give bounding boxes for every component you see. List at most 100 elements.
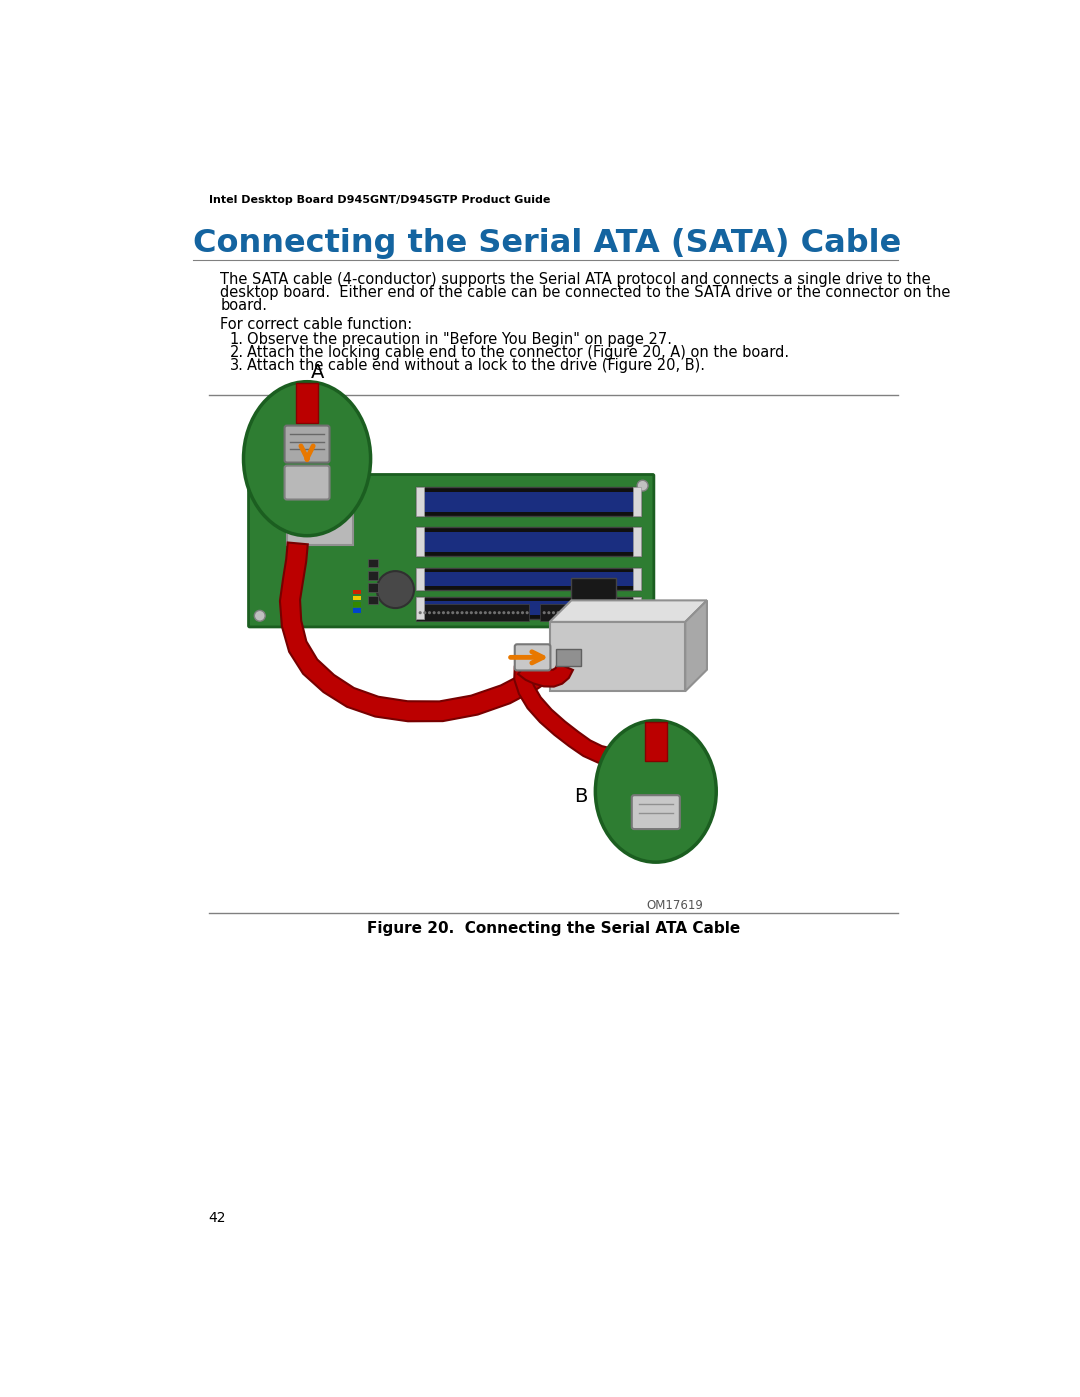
Circle shape: [488, 610, 491, 615]
Bar: [645, 722, 666, 760]
Bar: [420, 532, 637, 552]
Bar: [633, 527, 642, 556]
Circle shape: [526, 610, 529, 615]
Bar: [556, 648, 581, 666]
Circle shape: [502, 610, 505, 615]
Bar: [416, 527, 424, 556]
Bar: [416, 598, 642, 619]
Circle shape: [562, 610, 565, 615]
Text: For correct cable function:: For correct cable function:: [220, 317, 413, 332]
Circle shape: [484, 610, 487, 615]
Circle shape: [507, 610, 510, 615]
Bar: [296, 383, 318, 423]
Text: The SATA cable (4-conductor) supports the Serial ATA protocol and connects a sin: The SATA cable (4-conductor) supports th…: [220, 271, 931, 286]
Bar: [540, 605, 595, 622]
Text: B: B: [573, 788, 588, 806]
FancyBboxPatch shape: [284, 426, 329, 462]
Circle shape: [474, 610, 477, 615]
Circle shape: [433, 610, 435, 615]
Circle shape: [255, 610, 266, 622]
Circle shape: [494, 610, 496, 615]
Text: board.: board.: [220, 298, 267, 313]
Bar: [353, 602, 361, 606]
Polygon shape: [550, 601, 707, 622]
Circle shape: [423, 610, 427, 615]
Bar: [633, 488, 642, 517]
Polygon shape: [685, 601, 707, 692]
Bar: [420, 492, 637, 511]
Bar: [353, 608, 361, 613]
Text: 1.: 1.: [230, 331, 244, 346]
Circle shape: [580, 610, 583, 615]
Circle shape: [442, 610, 445, 615]
Circle shape: [584, 610, 588, 615]
Circle shape: [516, 610, 519, 615]
Bar: [353, 595, 361, 601]
Circle shape: [437, 610, 441, 615]
Bar: [571, 578, 617, 610]
Circle shape: [451, 610, 455, 615]
FancyBboxPatch shape: [284, 465, 329, 500]
Circle shape: [428, 610, 431, 615]
Circle shape: [548, 610, 551, 615]
Text: 3.: 3.: [230, 358, 243, 373]
Bar: [416, 598, 424, 619]
Text: Connecting the Serial ATA (SATA) Cable: Connecting the Serial ATA (SATA) Cable: [193, 228, 902, 258]
Text: OM17619: OM17619: [647, 900, 703, 912]
Bar: [416, 527, 642, 556]
Bar: [550, 622, 685, 692]
Bar: [367, 584, 378, 592]
FancyBboxPatch shape: [248, 475, 653, 627]
Bar: [420, 571, 637, 585]
Text: desktop board.  Either end of the cable can be connected to the SATA drive or th: desktop board. Either end of the cable c…: [220, 285, 950, 300]
Text: Intel Desktop Board D945GNT/D945GTP Product Guide: Intel Desktop Board D945GNT/D945GTP Prod…: [208, 194, 550, 204]
Circle shape: [465, 610, 469, 615]
Circle shape: [542, 610, 545, 615]
Bar: [353, 590, 361, 594]
Circle shape: [521, 610, 524, 615]
Text: 42: 42: [208, 1211, 226, 1225]
Ellipse shape: [243, 381, 370, 535]
Bar: [416, 569, 642, 590]
Bar: [367, 559, 378, 567]
Text: 2.: 2.: [230, 345, 244, 360]
Bar: [416, 569, 424, 590]
Bar: [367, 595, 378, 605]
Circle shape: [512, 610, 515, 615]
Bar: [633, 569, 642, 590]
Text: Figure 20.  Connecting the Serial ATA Cable: Figure 20. Connecting the Serial ATA Cab…: [367, 921, 740, 936]
FancyBboxPatch shape: [515, 644, 551, 671]
Bar: [416, 488, 642, 517]
Circle shape: [446, 610, 449, 615]
Circle shape: [637, 610, 648, 622]
Text: Attach the cable end without a lock to the drive (Figure 20, B).: Attach the cable end without a lock to t…: [247, 358, 705, 373]
Text: Observe the precaution in "Before You Begin" on page 27.: Observe the precaution in "Before You Be…: [247, 331, 673, 346]
Circle shape: [637, 481, 648, 490]
Polygon shape: [280, 542, 572, 721]
Circle shape: [570, 610, 573, 615]
Bar: [367, 571, 378, 580]
Ellipse shape: [595, 721, 716, 862]
Circle shape: [460, 610, 463, 615]
Bar: [416, 488, 424, 517]
Bar: [287, 489, 353, 545]
Text: A: A: [311, 363, 324, 383]
Circle shape: [552, 610, 555, 615]
Circle shape: [556, 610, 559, 615]
Bar: [420, 601, 637, 615]
Text: Attach the locking cable end to the connector (Figure 20, A) on the board.: Attach the locking cable end to the conn…: [247, 345, 789, 360]
Circle shape: [480, 610, 482, 615]
Circle shape: [255, 481, 266, 490]
Circle shape: [576, 610, 578, 615]
Polygon shape: [518, 661, 573, 686]
Circle shape: [470, 610, 473, 615]
Circle shape: [377, 571, 414, 608]
FancyBboxPatch shape: [632, 795, 679, 828]
Circle shape: [566, 610, 569, 615]
Circle shape: [456, 610, 459, 615]
Bar: [633, 598, 642, 619]
Circle shape: [419, 610, 422, 615]
Polygon shape: [514, 666, 658, 766]
Bar: [416, 605, 529, 622]
Circle shape: [498, 610, 501, 615]
